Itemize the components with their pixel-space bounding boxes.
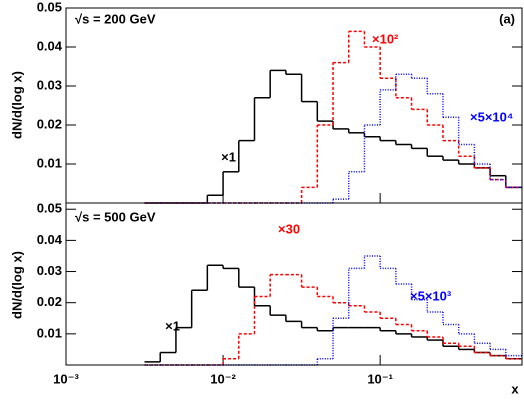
y-axis-title: dN/d(log x)	[9, 251, 24, 319]
y-tick-label: 0.05	[37, 201, 62, 216]
plot-frame	[65, 7, 523, 204]
y-tick-label: 0.02	[37, 116, 62, 131]
y-tick-label: 0.04	[37, 232, 63, 247]
x-tick-label: 10⁻³	[53, 371, 79, 386]
plot-frame	[65, 202, 523, 366]
y-tick-label: 0.03	[37, 77, 62, 92]
y-tick-label: 0.05	[37, 0, 62, 14]
x-tick-label: 10⁻²	[210, 371, 236, 386]
y-tick-label: 0.01	[37, 155, 62, 170]
y-tick-label: 0.02	[37, 294, 62, 309]
y-tick-label: 0.01	[37, 325, 62, 340]
series-label: ×1	[165, 318, 180, 333]
y-tick-label: 0.04	[37, 38, 63, 53]
annotation: √s = 500 GeV	[75, 209, 156, 224]
x-tick-label: 10⁻¹	[367, 371, 393, 386]
y-axis-title: dN/d(log x)	[9, 71, 24, 139]
series-label: ×30	[278, 221, 300, 236]
x-axis-title: x	[511, 381, 519, 396]
series-label: ×10²	[372, 31, 399, 46]
series-label: ×5×10⁴	[470, 109, 513, 124]
y-tick-label: 0.03	[37, 263, 62, 278]
series-label: ×5×10³	[410, 288, 452, 303]
series-label: ×1	[221, 149, 236, 164]
annotation: √s = 200 GeV	[75, 11, 156, 26]
annotation: (a)	[499, 11, 515, 26]
